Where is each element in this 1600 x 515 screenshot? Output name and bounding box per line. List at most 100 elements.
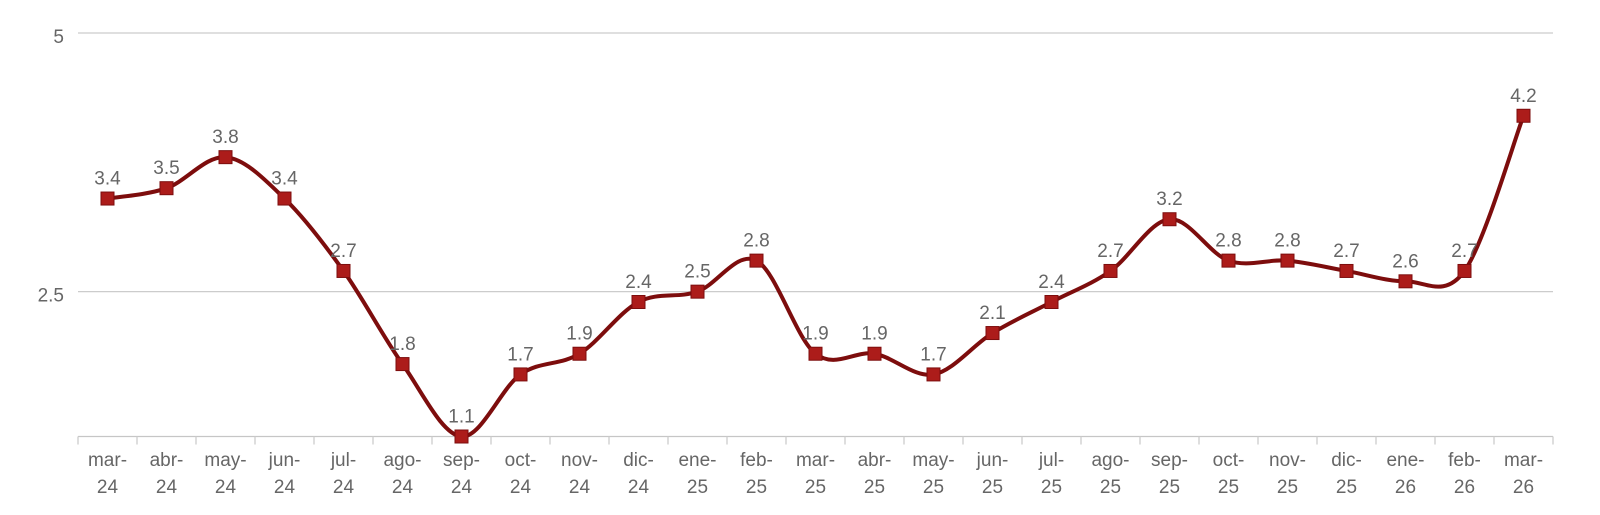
x-axis-label-month: ago-: [1091, 450, 1129, 471]
data-point-label: 1.7: [507, 344, 533, 365]
x-axis-label-year: 25: [746, 477, 767, 498]
x-axis-label-month: sep-: [443, 450, 480, 471]
x-axis-label-month: oct-: [505, 450, 537, 471]
x-axis-label-month: jul-: [1038, 450, 1064, 471]
x-axis-label-year: 25: [1100, 477, 1121, 498]
data-point-marker[interactable]: [513, 367, 528, 382]
data-point-label: 2.7: [1451, 241, 1477, 262]
data-point-label: 1.9: [566, 324, 592, 345]
x-axis-label-month: jul-: [330, 450, 356, 471]
data-point-label: 3.4: [271, 169, 298, 190]
x-axis-label-month: jun-: [268, 450, 301, 471]
data-point-marker[interactable]: [867, 346, 882, 361]
x-axis-label-month: feb-: [740, 450, 773, 471]
x-axis-label-year: 26: [1513, 477, 1534, 498]
data-point-marker[interactable]: [1221, 253, 1236, 268]
x-axis-label-year: 25: [1277, 477, 1298, 498]
x-axis-label-year: 24: [569, 477, 591, 498]
x-axis-label-month: nov-: [1269, 450, 1306, 471]
x-axis-label-month: may-: [912, 450, 954, 471]
x-axis-label-month: jun-: [976, 450, 1009, 471]
x-axis-label-year: 24: [156, 477, 178, 498]
x-axis-label-year: 25: [982, 477, 1003, 498]
x-axis-label-year: 26: [1454, 477, 1475, 498]
data-point-marker[interactable]: [277, 191, 292, 206]
data-point-label: 1.9: [802, 324, 828, 345]
data-point-label: 2.5: [684, 262, 710, 283]
data-point-label: 2.7: [1097, 241, 1123, 262]
data-point-marker[interactable]: [159, 181, 174, 196]
data-point-label: 1.7: [920, 344, 946, 365]
x-axis-label-year: 24: [392, 477, 414, 498]
x-axis-label-year: 25: [864, 477, 885, 498]
data-point-marker[interactable]: [572, 346, 587, 361]
data-point-label: 2.8: [743, 231, 769, 252]
x-axis-label-month: may-: [204, 450, 246, 471]
x-axis-label-month: mar-: [796, 450, 835, 471]
data-point-marker[interactable]: [1162, 212, 1177, 227]
data-point-label: 2.8: [1215, 231, 1241, 252]
x-axis-label-year: 25: [923, 477, 944, 498]
x-axis-label-year: 26: [1395, 477, 1416, 498]
data-point-marker[interactable]: [454, 429, 469, 444]
x-axis-label-month: dic-: [1331, 450, 1362, 471]
x-axis-label-year: 25: [805, 477, 826, 498]
x-axis-label-month: abr-: [858, 450, 892, 471]
x-axis-label-year: 24: [274, 477, 296, 498]
x-axis-label-year: 24: [333, 477, 355, 498]
x-axis-label-month: mar-: [1504, 450, 1543, 471]
y-axis-label: 5: [53, 27, 64, 48]
data-point-marker[interactable]: [1339, 263, 1354, 278]
data-point-label: 1.9: [861, 324, 887, 345]
x-axis-label-year: 24: [451, 477, 473, 498]
data-point-marker[interactable]: [218, 150, 233, 165]
data-point-marker[interactable]: [1516, 108, 1531, 123]
data-point-marker[interactable]: [1280, 253, 1295, 268]
x-axis-label-month: sep-: [1151, 450, 1188, 471]
data-point-marker[interactable]: [926, 367, 941, 382]
x-axis-label-month: ago-: [383, 450, 421, 471]
x-axis-label-month: feb-: [1448, 450, 1481, 471]
data-point-label: 3.2: [1156, 189, 1182, 210]
x-axis-label-month: mar-: [88, 450, 127, 471]
data-point-marker[interactable]: [100, 191, 115, 206]
x-axis-label-month: abr-: [150, 450, 184, 471]
series-line: [105, 113, 1526, 439]
x-axis-label-year: 24: [215, 477, 237, 498]
x-axis-label-month: oct-: [1213, 450, 1245, 471]
data-point-marker[interactable]: [749, 253, 764, 268]
x-axis-label-year: 24: [510, 477, 532, 498]
data-point-label: 2.7: [1333, 241, 1359, 262]
data-point-marker[interactable]: [1103, 263, 1118, 278]
data-point-label: 1.1: [448, 407, 474, 428]
x-axis-label-year: 25: [687, 477, 708, 498]
data-point-label: 2.1: [979, 303, 1005, 324]
data-point-marker[interactable]: [1044, 295, 1059, 309]
x-axis-label-year: 24: [97, 477, 119, 498]
data-point-label: 3.5: [153, 158, 179, 179]
data-point-marker[interactable]: [1398, 274, 1413, 289]
data-point-marker[interactable]: [985, 326, 1000, 341]
x-axis-label-month: ene-: [1386, 450, 1424, 471]
data-point-marker[interactable]: [690, 284, 705, 299]
data-point-label: 2.6: [1392, 251, 1418, 272]
y-axis-label: 2.5: [38, 286, 64, 307]
data-point-label: 3.4: [94, 169, 121, 190]
data-point-label: 2.7: [330, 241, 356, 262]
data-point-marker[interactable]: [808, 346, 823, 361]
x-axis-label-year: 25: [1218, 477, 1239, 498]
x-axis-label-month: ene-: [678, 450, 716, 471]
x-axis-label-year: 25: [1336, 477, 1357, 498]
data-point-marker[interactable]: [631, 295, 646, 309]
data-point-label: 1.8: [389, 334, 415, 355]
x-axis-label-year: 24: [628, 477, 650, 498]
data-point-label: 2.4: [1038, 272, 1065, 293]
data-point-label: 4.2: [1510, 86, 1536, 107]
data-point-label: 2.4: [625, 272, 652, 293]
data-point-marker[interactable]: [395, 357, 410, 372]
x-axis-label-month: dic-: [623, 450, 654, 471]
data-point-marker[interactable]: [336, 263, 351, 278]
data-point-marker[interactable]: [1457, 263, 1472, 278]
